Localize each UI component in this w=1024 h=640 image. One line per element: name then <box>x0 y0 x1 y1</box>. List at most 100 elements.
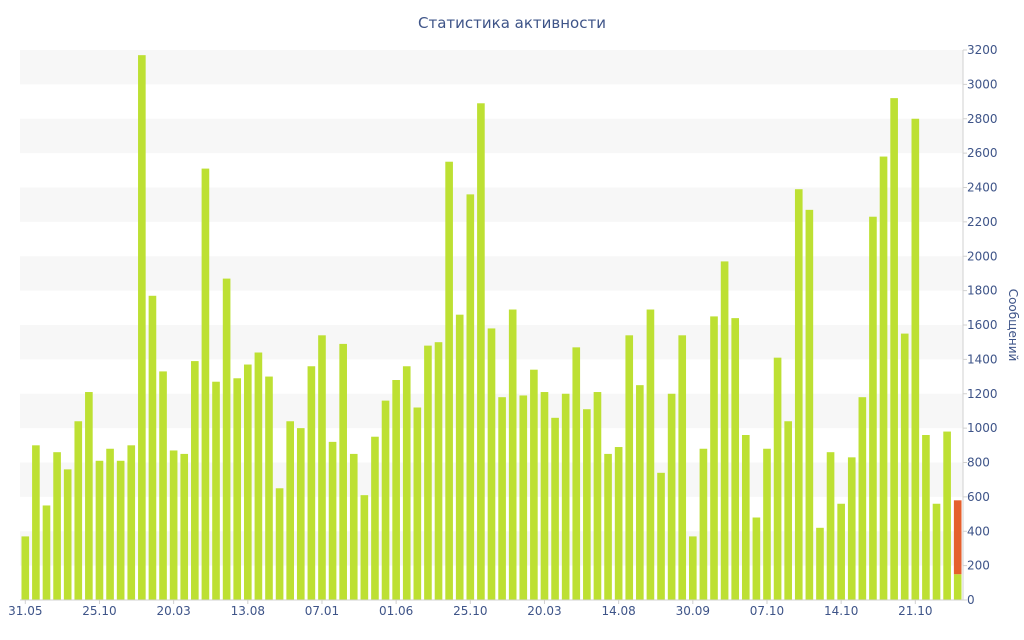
bar <box>169 450 178 600</box>
bar <box>116 460 125 600</box>
bar <box>233 378 242 600</box>
y-axis-label: Сообщений <box>1006 289 1020 362</box>
bar <box>646 309 655 600</box>
bar <box>477 103 485 600</box>
x-tick-label: 25.10 <box>453 604 487 618</box>
x-tick-label: 25.10 <box>82 604 116 618</box>
bar <box>360 495 369 600</box>
bar <box>953 574 962 600</box>
bar <box>63 469 72 600</box>
bar <box>869 216 877 600</box>
y-tick-label: 1800 <box>967 284 998 298</box>
bar <box>943 431 951 600</box>
bar <box>74 421 83 600</box>
bar <box>932 503 941 600</box>
bar <box>572 347 581 600</box>
bar <box>254 352 263 600</box>
bar <box>625 335 634 600</box>
x-tick-label: 14.08 <box>601 604 635 618</box>
bar <box>710 316 718 600</box>
bar <box>636 385 644 600</box>
bar <box>816 527 824 600</box>
bar <box>551 417 559 600</box>
bar <box>741 435 750 600</box>
y-tick-label: 1200 <box>967 387 998 401</box>
bar <box>243 364 252 600</box>
bar <box>689 536 697 600</box>
bar <box>402 366 411 600</box>
bar-highlight <box>953 500 962 575</box>
bar <box>900 333 909 600</box>
y-tick-label: 1600 <box>967 318 998 332</box>
chart-title: Статистика активности <box>418 14 606 32</box>
bar <box>339 343 347 600</box>
bars <box>21 55 962 600</box>
y-tick-label: 400 <box>967 524 990 538</box>
bar <box>349 453 358 600</box>
bar <box>318 335 326 600</box>
bar <box>201 168 210 600</box>
y-tick-label: 2600 <box>967 146 998 160</box>
bar <box>805 209 814 600</box>
bar <box>85 392 93 600</box>
grid-band <box>20 256 963 291</box>
bar <box>922 435 930 600</box>
bar <box>837 503 845 600</box>
x-tick-label: 31.05 <box>8 604 42 618</box>
grid-band <box>20 187 963 222</box>
bar <box>614 447 623 600</box>
y-tick-label: 3200 <box>967 43 998 57</box>
bar <box>508 309 517 600</box>
bar <box>487 328 496 600</box>
bar <box>890 98 898 600</box>
bar <box>296 428 305 600</box>
bar <box>148 295 157 600</box>
bar <box>593 392 602 600</box>
bar <box>678 335 687 600</box>
bar <box>212 381 220 600</box>
bar <box>540 392 549 600</box>
grid-band <box>20 118 963 154</box>
x-tick-label: 20.03 <box>156 604 190 618</box>
bar <box>32 445 40 600</box>
bar <box>138 55 146 600</box>
bar <box>847 457 856 600</box>
x-tick-label: 30.09 <box>676 604 710 618</box>
x-tick-label: 13.08 <box>231 604 265 618</box>
bar <box>466 194 475 600</box>
bar <box>519 395 528 600</box>
bar <box>720 261 729 600</box>
bar <box>42 505 51 600</box>
bar <box>286 421 294 600</box>
bar <box>561 393 570 600</box>
bar <box>657 472 665 600</box>
bar <box>53 452 61 600</box>
bar <box>826 452 835 600</box>
bar <box>106 448 114 600</box>
y-tick-label: 3000 <box>967 77 998 91</box>
y-tick-label: 2000 <box>967 249 998 263</box>
bar <box>763 448 771 600</box>
x-tick-label: 20.03 <box>527 604 561 618</box>
bar <box>434 342 443 600</box>
bar <box>21 536 30 600</box>
bar <box>424 345 432 600</box>
bar <box>699 448 708 600</box>
bar <box>180 453 189 600</box>
bar <box>95 460 104 600</box>
y-tick-label: 200 <box>967 559 990 573</box>
bar <box>275 488 284 600</box>
bar <box>371 436 379 600</box>
bar <box>455 314 464 600</box>
bar <box>879 156 888 600</box>
y-tick-label: 1000 <box>967 421 998 435</box>
y-tick-label: 2200 <box>967 215 998 229</box>
grid-band <box>20 50 963 85</box>
bar <box>222 278 231 600</box>
x-tick-label: 14.10 <box>824 604 858 618</box>
bar <box>127 445 136 600</box>
bar <box>752 517 761 600</box>
bar <box>583 409 591 600</box>
